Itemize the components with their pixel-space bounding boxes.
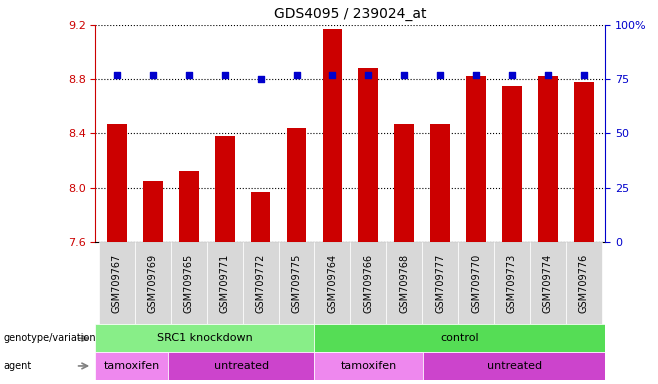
Bar [350, 242, 386, 324]
Point [255, 76, 266, 82]
Bar [458, 242, 494, 324]
Point [184, 72, 194, 78]
Point [219, 72, 230, 78]
Bar [179, 171, 199, 242]
Bar [566, 242, 602, 324]
Text: GSM709771: GSM709771 [220, 253, 230, 313]
Text: SRC1 knockdown: SRC1 knockdown [157, 333, 253, 343]
Point [435, 72, 445, 78]
Text: agent: agent [3, 361, 32, 371]
Bar [422, 242, 458, 324]
Text: genotype/variation: genotype/variation [3, 333, 96, 343]
Point [291, 72, 302, 78]
Bar [207, 242, 243, 324]
Text: GSM709765: GSM709765 [184, 253, 194, 313]
Bar [135, 242, 171, 324]
Text: GSM709773: GSM709773 [507, 253, 517, 313]
Title: GDS4095 / 239024_at: GDS4095 / 239024_at [274, 7, 426, 21]
Text: GSM709777: GSM709777 [435, 253, 445, 313]
Bar [423, 352, 605, 380]
Bar [530, 242, 566, 324]
Point [363, 72, 374, 78]
Text: GSM709769: GSM709769 [148, 254, 158, 313]
Text: GSM709764: GSM709764 [328, 254, 338, 313]
Bar [168, 352, 314, 380]
Point [327, 72, 338, 78]
Bar [538, 76, 558, 242]
Point [399, 72, 409, 78]
Bar [314, 352, 423, 380]
Bar [394, 124, 414, 242]
Bar [107, 124, 127, 242]
Bar [322, 29, 342, 242]
Text: untreated: untreated [487, 361, 542, 371]
Point [543, 72, 553, 78]
Text: GSM709774: GSM709774 [543, 253, 553, 313]
Point [471, 72, 482, 78]
Text: GSM709767: GSM709767 [112, 253, 122, 313]
Text: GSM709768: GSM709768 [399, 254, 409, 313]
Bar [251, 192, 270, 242]
Text: GSM709776: GSM709776 [579, 253, 589, 313]
Bar [314, 324, 605, 352]
Bar [467, 76, 486, 242]
Text: untreated: untreated [214, 361, 268, 371]
Bar [243, 242, 278, 324]
Bar [502, 86, 522, 242]
Bar [215, 136, 234, 242]
Text: tamoxifen: tamoxifen [340, 361, 397, 371]
Bar [99, 242, 135, 324]
Point [147, 72, 158, 78]
Text: GSM709772: GSM709772 [255, 253, 266, 313]
Bar [359, 68, 378, 242]
Bar [494, 242, 530, 324]
Point [112, 72, 122, 78]
Bar [574, 82, 594, 242]
Text: GSM709766: GSM709766 [363, 254, 373, 313]
Point [507, 72, 517, 78]
Bar [171, 242, 207, 324]
Bar [278, 242, 315, 324]
Bar [315, 242, 351, 324]
Bar [386, 242, 422, 324]
Text: tamoxifen: tamoxifen [104, 361, 160, 371]
Bar [95, 352, 168, 380]
Text: control: control [440, 333, 479, 343]
Point [578, 72, 589, 78]
Bar [430, 124, 450, 242]
Bar [95, 324, 314, 352]
Text: GSM709770: GSM709770 [471, 253, 481, 313]
Bar [287, 128, 307, 242]
Text: GSM709775: GSM709775 [291, 253, 301, 313]
Bar [143, 181, 163, 242]
